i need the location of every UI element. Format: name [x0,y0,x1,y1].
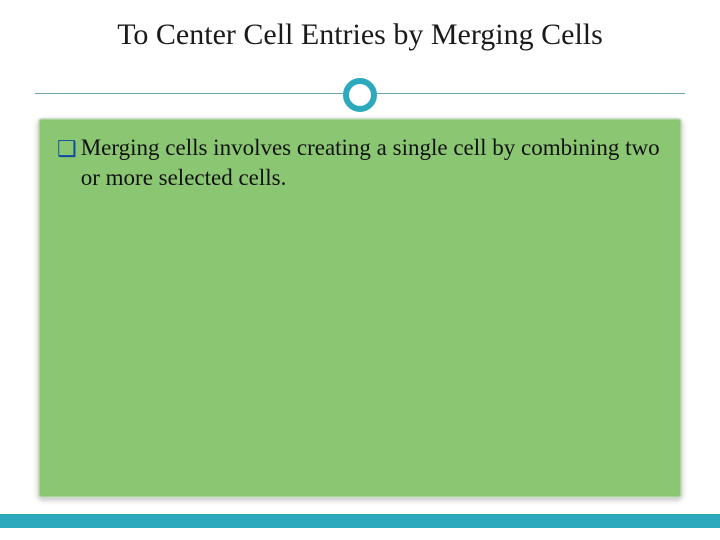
bullet-text: Merging cells involves creating a single… [81,133,663,193]
slide: To Center Cell Entries by Merging Cells … [0,0,720,540]
bottom-bar [0,514,720,528]
ring-icon [343,78,377,112]
content-box: ❑ Merging cells involves creating a sing… [38,118,682,498]
title-area: To Center Cell Entries by Merging Cells [0,18,720,52]
bullet-item: ❑ Merging cells involves creating a sing… [57,133,663,193]
bullet-icon: ❑ [57,135,77,163]
slide-title: To Center Cell Entries by Merging Cells [0,18,720,52]
